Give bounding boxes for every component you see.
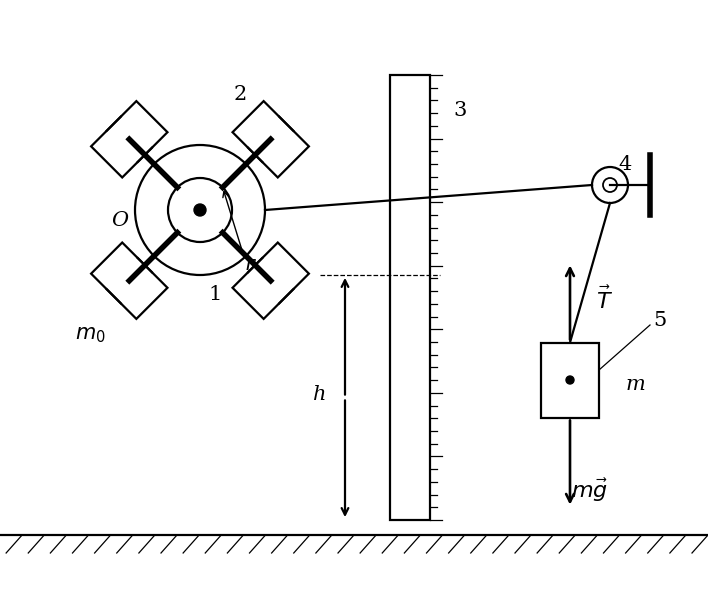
Bar <box>541 343 599 418</box>
Text: r: r <box>245 256 255 275</box>
Text: $\vec{T}$: $\vec{T}$ <box>596 286 614 314</box>
Text: 4: 4 <box>618 155 632 175</box>
Text: 5: 5 <box>653 311 667 329</box>
Circle shape <box>566 376 574 384</box>
Text: 2: 2 <box>234 85 246 104</box>
Text: m: m <box>625 376 645 395</box>
Circle shape <box>194 204 206 216</box>
Text: $m\vec{g}$: $m\vec{g}$ <box>571 476 609 503</box>
Text: 1: 1 <box>208 286 222 304</box>
Text: h: h <box>313 385 327 404</box>
Text: 3: 3 <box>453 100 467 119</box>
Bar <box>390 75 430 520</box>
Text: O: O <box>111 211 129 229</box>
Text: $m_0$: $m_0$ <box>74 325 105 345</box>
